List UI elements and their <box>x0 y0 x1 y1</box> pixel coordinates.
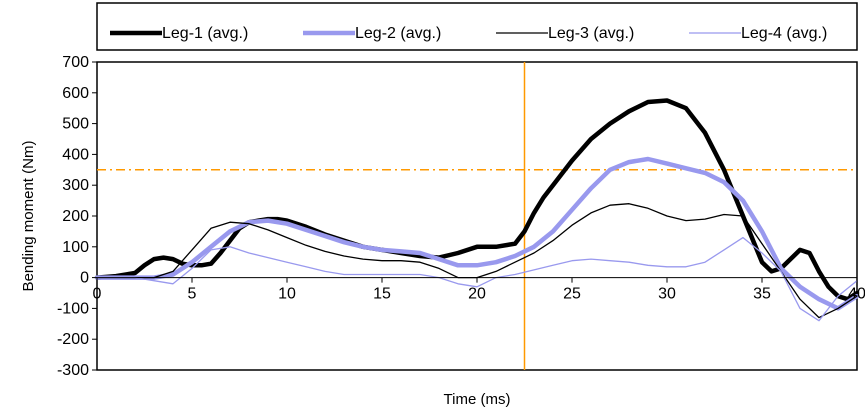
y-tick-label: 300 <box>62 177 89 194</box>
x-tick-label: 5 <box>188 286 197 303</box>
plot-area <box>96 61 858 371</box>
series-line-4 <box>96 236 858 322</box>
legend-label-1: Leg-1 (avg.) <box>162 25 248 42</box>
legend-label-2: Leg-2 (avg.) <box>355 25 441 42</box>
x-axis-title: Time (ms) <box>444 391 511 408</box>
reference-lines <box>97 62 857 370</box>
y-tick-label: 600 <box>62 85 89 102</box>
y-tick-label: 700 <box>62 54 89 71</box>
series-line-2 <box>94 156 860 311</box>
y-tick-label: 500 <box>62 116 89 133</box>
x-tick-label: 25 <box>563 286 581 303</box>
axes <box>92 61 858 371</box>
x-tick-label: 10 <box>278 286 296 303</box>
y-tick-label: -100 <box>57 300 89 317</box>
legend: Leg-1 (avg.) Leg-2 (avg.) Leg-3 (avg.) Leg-… <box>96 2 858 51</box>
x-tick-label: 40 <box>848 286 865 303</box>
x-tick-label: 35 <box>753 286 771 303</box>
series-line-3 <box>96 203 858 319</box>
x-tick-label: 30 <box>658 286 676 303</box>
x-tick-label: 20 <box>468 286 486 303</box>
x-tick-label: 0 <box>93 286 102 303</box>
legend-label-4: Leg-4 (avg.) <box>741 25 827 42</box>
y-tick-label: 100 <box>62 239 89 256</box>
series-line-1 <box>94 98 860 302</box>
y-axis-title: Bending moment (Nm) <box>20 141 37 292</box>
y-tick-label: 400 <box>62 146 89 163</box>
y-tick-label: -300 <box>57 362 89 379</box>
legend-box <box>96 2 858 51</box>
y-tick-label: 200 <box>62 208 89 225</box>
y-tick-label: 0 <box>80 270 89 287</box>
y-tick-label: -200 <box>57 331 89 348</box>
x-tick-label: 15 <box>373 286 391 303</box>
legend-label-3: Leg-3 (avg.) <box>548 25 634 42</box>
series-lines <box>94 98 860 322</box>
